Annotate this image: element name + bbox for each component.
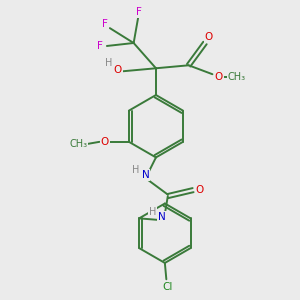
Text: O: O (205, 32, 213, 42)
Text: H: H (132, 165, 140, 175)
Text: O: O (196, 184, 204, 194)
Text: N: N (158, 212, 166, 222)
Text: CH₃: CH₃ (69, 139, 88, 149)
Text: H: H (105, 58, 112, 68)
Text: CH₃: CH₃ (228, 72, 246, 82)
Text: F: F (136, 7, 142, 17)
Text: Cl: Cl (162, 282, 172, 292)
Text: O: O (215, 72, 223, 82)
Text: F: F (98, 41, 103, 51)
Text: F: F (102, 19, 108, 29)
Text: O: O (100, 137, 109, 147)
Text: N: N (142, 170, 149, 180)
Text: H: H (149, 206, 156, 217)
Text: O: O (114, 65, 122, 75)
